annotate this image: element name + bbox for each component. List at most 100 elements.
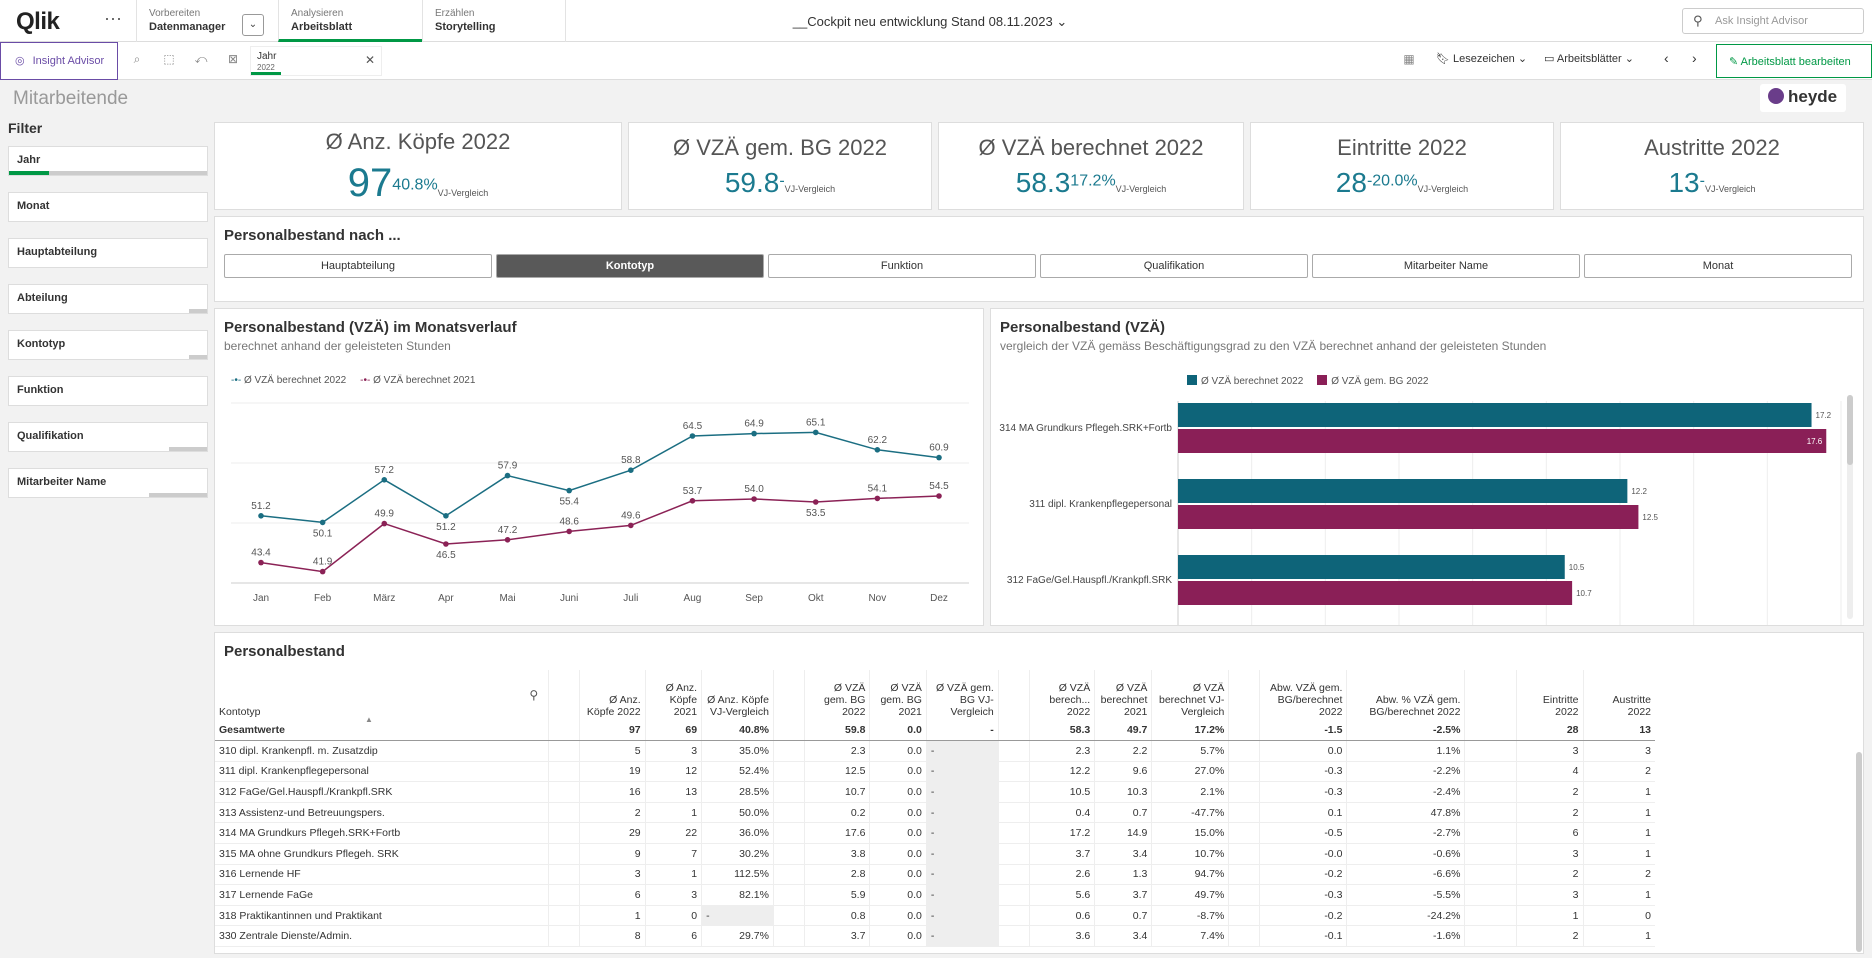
table-row[interactable]: 316 Lernende HF 3 1 112.5% 2.8 0.0- 2.6 1.3 94.7… [215,864,1655,886]
table-row[interactable]: 314 MA Grundkurs Pflegeh.SRK+Fortb 29 22 36… [215,822,1655,845]
table-cell: -24.2% [1346,905,1465,927]
table-cell[interactable]: Gesamtwerte [215,720,549,742]
kpi-koepfe[interactable]: Ø Anz. Köpfe 2022 9740.8%VJ-Vergleich [214,122,622,210]
app-title[interactable]: __Cockpit neu entwicklung Stand 08.11.20… [700,14,1160,30]
edit-sheet-button[interactable]: ✎ Arbeitsblatt bearbeiten [1716,44,1872,78]
kpi-value-row: 13-VJ-Vergleich [1561,167,1863,199]
table-cell[interactable]: 313 Assistenz-und Betreuungspers. [215,802,549,824]
legend-item[interactable]: Ø VZÄ berechnet 2022 [1187,375,1303,387]
table-row[interactable]: 330 Zentrale Dienste/Admin. 8 6 29.7% 3.7 0.0… [215,925,1655,948]
table-row[interactable]: 310 dipl. Krankenpfl. m. Zusatzdip 5 3 35.0… [215,740,1655,762]
column-header[interactable]: Ø VZÄ gem. BG 2022 [803,670,870,720]
dim-button-mitarbeiter-name[interactable]: Mitarbeiter Name [1312,254,1580,278]
tab-analyze[interactable]: Analysieren Arbeitsblatt [278,0,422,42]
column-header[interactable]: Ø Anz. Köpfe VJ-Vergleich [701,670,774,720]
next-sheet-button[interactable]: › [1692,50,1697,66]
table-row[interactable]: 317 Lernende FaGe 6 3 82.1% 5.9 0.0-5.6 3.7 49.… [215,884,1655,906]
table-row[interactable]: 311 dipl. Krankenpflegepersonal 19 12 52.4%… [215,761,1655,783]
table-cell[interactable]: 316 Lernende HF [215,864,549,886]
qlik-logo[interactable]: Qlik [16,8,60,36]
table-totals-row[interactable]: Gesamtwerte 97 69 40.8% 59.8 0.0- 58.3 49.7 17.2… [215,720,1655,742]
table-cell: 3.7 [1028,843,1095,865]
column-header[interactable]: Ø Anz. Köpfe 2022 [578,670,646,720]
table-cell: 2.6 [1028,864,1095,886]
column-header[interactable]: Ø VZÄ gem. BG 2021 [869,670,927,720]
column-header[interactable]: Abw. VZÄ gem. BG/berechnet 2022 [1259,670,1347,720]
dim-button-funktion[interactable]: Funktion [768,254,1036,278]
prepare-dropdown-button[interactable]: ⌄ [242,14,264,36]
table-row[interactable]: 315 MA ohne Grundkurs Pflegeh. SRK 9 7 30.2… [215,843,1655,865]
kpi-austritte[interactable]: Austritte 2022 13-VJ-Vergleich [1560,122,1864,210]
column-header[interactable] [548,670,580,720]
insight-advisor-button[interactable]: ◎ Insight Advisor [0,42,118,80]
column-header[interactable]: Eintritte 2022 [1515,670,1583,720]
tab-narrate[interactable]: Erzählen Storytelling [422,0,566,42]
line-chart-panel[interactable]: Personalbestand (VZÄ) im Monatsverlauf b… [214,308,984,626]
column-header[interactable] [772,670,805,720]
column-header[interactable]: Ø Anz. Köpfe 2021 [644,670,702,720]
filter-hauptabteilung[interactable]: Hauptabteilung [8,238,208,268]
bar-chart-scrollbar[interactable] [1847,395,1853,465]
legend-item[interactable]: -•- Ø VZÄ berechnet 2021 [360,375,475,386]
grid-icon[interactable]: ▦ [1403,52,1415,66]
table-cell[interactable]: 312 FaGe/Gel.Hauspfl./Krankpfl.SRK [215,781,549,803]
chevron-right-icon: › [1692,50,1697,66]
table-cell[interactable]: 317 Lernende FaGe [215,884,549,906]
column-header[interactable] [1228,670,1260,720]
legend-item[interactable]: -•- Ø VZÄ berechnet 2022 [231,375,346,386]
table-cell[interactable]: 314 MA Grundkurs Pflegeh.SRK+Fortb [215,822,549,845]
filter-mitarbeiter-name[interactable]: Mitarbeiter Name [8,468,208,498]
column-header[interactable] [997,670,1030,720]
filter-jahr[interactable]: Jahr [8,146,208,176]
dim-button-kontotyp[interactable]: Kontotyp [496,254,764,278]
more-menu-button[interactable]: ··· [104,8,122,28]
bar-chart-panel[interactable]: Personalbestand (VZÄ) vergleich der VZÄ … [990,308,1864,626]
filter-abteilung[interactable]: Abteilung [8,284,208,314]
filter-monat[interactable]: Monat [8,192,208,222]
x-tick-label: Feb [314,593,332,604]
dim-button-qualifikation[interactable]: Qualifikation [1040,254,1308,278]
sheets-button[interactable]: ▭ Arbeitsblätter ⌄ [1544,52,1634,65]
filter-funktion[interactable]: Funktion [8,376,208,406]
dim-button-monat[interactable]: Monat [1584,254,1852,278]
table-row[interactable]: 312 FaGe/Gel.Hauspfl./Krankpfl.SRK 16 13 28… [215,781,1655,803]
bookmarks-button[interactable]: 🔖︎ Lesezeichen ⌄ [1436,52,1527,65]
close-icon[interactable]: ✕ [364,53,375,67]
column-header[interactable]: Abw. % VZÄ gem. BG/berechnet 2022 [1346,670,1465,720]
previous-sheet-button[interactable]: ‹ [1664,50,1669,66]
column-header[interactable]: Ø VZÄ gem. BG VJ-Vergleich [925,670,999,720]
smart-search-icon[interactable]: ⌕ [133,52,141,66]
kpi-vza-berechnet[interactable]: Ø VZÄ berechnet 2022 58.317.2%VJ-Verglei… [938,122,1244,210]
selections-tool-icon[interactable]: ⬚ [163,52,175,66]
search-icon[interactable]: ⚲ [529,688,539,702]
table-cell[interactable]: 311 dipl. Krankenpflegepersonal [215,761,549,783]
filter-qualifikation[interactable]: Qualifikation [8,422,208,452]
table-cell[interactable]: 315 MA ohne Grundkurs Pflegeh. SRK [215,843,549,865]
column-header[interactable]: Austritte 2022 [1582,670,1655,720]
clear-selections-icon[interactable]: ⊠ [227,52,239,66]
legend-item[interactable]: Ø VZÄ gem. BG 2022 [1317,375,1428,387]
table-cell[interactable]: 318 Praktikantinnen und Praktikant [215,905,549,927]
table-cell[interactable]: 330 Zentrale Dienste/Admin. [215,925,549,948]
dim-button-hauptabteilung[interactable]: Hauptabteilung [224,254,492,278]
step-back-icon[interactable]: ⤺ [194,52,208,66]
table-scrollbar[interactable] [1856,752,1862,952]
selection-chip-jahr[interactable]: Jahr 2022 ✕ [250,46,382,76]
kpi-eintritte[interactable]: Eintritte 2022 28-20.0%VJ-Vergleich [1250,122,1554,210]
table-row[interactable]: 318 Praktikantinnen und Praktikant 1 0-0.8… [215,905,1655,927]
table-cell [548,905,580,927]
kpi-vza-bg[interactable]: Ø VZÄ gem. BG 2022 59.8-VJ-Vergleich [628,122,932,210]
table-cell[interactable]: 310 dipl. Krankenpfl. m. Zusatzdip [215,740,549,762]
table-row[interactable]: 313 Assistenz-und Betreuungspers. 2 1 50.0%… [215,802,1655,824]
column-header[interactable]: Ø VZÄ berechnet 2021 [1094,670,1152,720]
x-tick-label: Mai [499,593,515,604]
column-header-kontotyp[interactable]: Kontotyp ⚲ ▲ [219,688,539,724]
tab-prepare[interactable]: Vorbereiten Datenmanager [136,0,278,42]
table-cell: 28 [1515,720,1583,742]
column-header[interactable]: Ø VZÄ berechnet VJ-Vergleich [1151,670,1229,720]
ask-insight-advisor-input[interactable]: ⚲ Ask Insight Advisor [1682,8,1864,34]
filter-kontotyp[interactable]: Kontotyp [8,330,208,360]
table-cell: 27.0% [1151,761,1229,783]
column-header[interactable]: Ø VZÄ berech... 2022 [1028,670,1095,720]
column-header[interactable] [1464,670,1517,720]
